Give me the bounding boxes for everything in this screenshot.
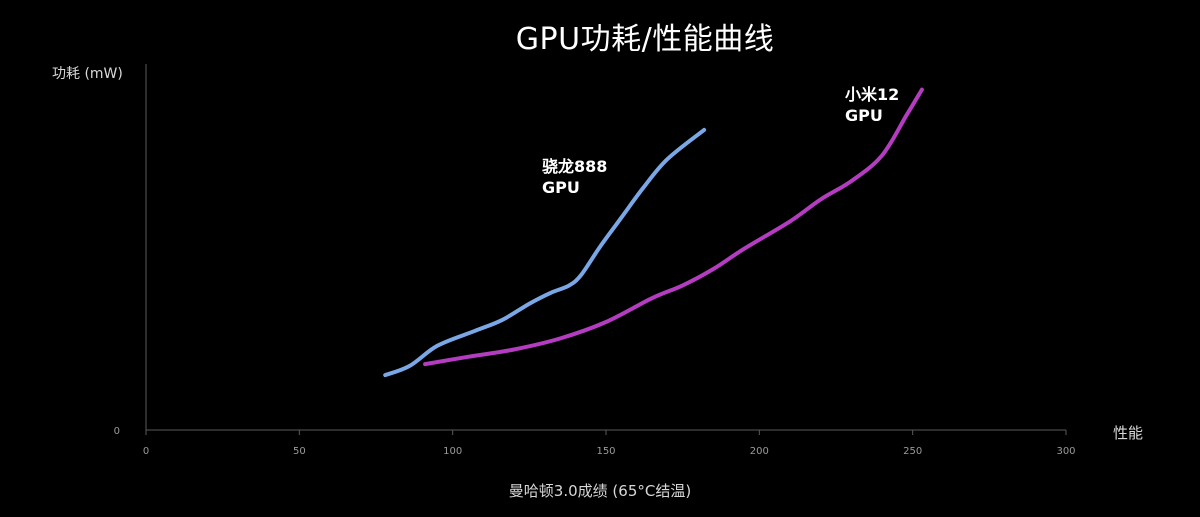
x-tick-label: 0 — [143, 446, 149, 457]
series-label-xiaomi12: 小米12 GPU — [845, 85, 900, 125]
x-tick-label: 200 — [750, 446, 769, 457]
x-tick-label: 300 — [1056, 446, 1075, 457]
x-tick-label: 250 — [903, 446, 922, 457]
x-axis-label: 性能 — [1113, 424, 1144, 442]
x-tick-label: 150 — [596, 446, 615, 457]
series-line-xiaomi12 — [423, 87, 924, 367]
x-axis-title: 曼哈顿3.0成绩 (65°C结温) — [508, 482, 692, 500]
y-tick-label: 0 — [114, 426, 120, 437]
chart-title: GPU功耗/性能曲线 — [515, 22, 775, 57]
series-line-snapdragon888 — [383, 127, 707, 378]
series-label-snapdragon888: 骁龙888 GPU — [542, 157, 608, 197]
x-tick-label: 50 — [293, 446, 306, 457]
x-tick-label: 100 — [443, 446, 462, 457]
y-axis-label: 功耗 (mW) — [52, 66, 123, 82]
